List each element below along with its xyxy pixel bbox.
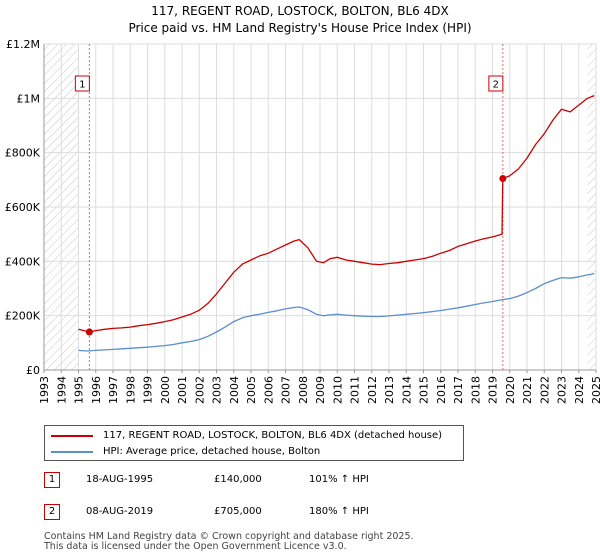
x-tick-label: 2014: [400, 376, 413, 404]
x-tick-label: 2011: [349, 376, 362, 404]
chart-title: 117, REGENT ROAD, LOSTOCK, BOLTON, BL6 4…: [0, 3, 600, 37]
x-tick-label: 2019: [487, 376, 500, 404]
price-chart: 1 2 £0 £200K £400K £600K £800K £1M £1.2M 1993 1994…: [5, 38, 600, 404]
x-tick-label: 2015: [418, 376, 431, 404]
x-tick-label: 1996: [90, 376, 103, 404]
y-tick-label: £1.2M: [6, 38, 40, 51]
x-tick-label: 2022: [538, 376, 551, 404]
x-tick-label: 1993: [38, 376, 51, 404]
x-tick-label: 2016: [435, 376, 448, 404]
sale-label-text: 1: [79, 80, 85, 91]
x-tick-label: 2018: [469, 376, 482, 404]
footer-line-1: Contains HM Land Registry data © Crown c…: [44, 531, 414, 542]
x-tick-label: 2007: [280, 376, 293, 404]
x-tick-label: 2023: [556, 376, 569, 404]
x-tick-label: 2003: [211, 376, 224, 404]
sale-point: [85, 328, 93, 336]
title-line-1: 117, REGENT ROAD, LOSTOCK, BOLTON, BL6 4…: [151, 4, 449, 18]
x-tick-label: 2009: [314, 376, 327, 404]
x-tick-label: 1995: [73, 376, 86, 404]
footer-line-2: This data is licensed under the Open Gov…: [44, 541, 347, 552]
sale-date: 18-AUG-1995: [86, 474, 154, 485]
footer-attribution: Contains HM Land Registry data © Crown c…: [44, 532, 414, 552]
sale-label-box: [488, 75, 504, 92]
x-tick-label: 1994: [55, 376, 68, 404]
x-tick-label: 2001: [176, 376, 189, 404]
title-line-2: Price paid vs. HM Land Registry's House …: [128, 21, 472, 35]
sale-hpi-change: 180% ↑ HPI: [309, 506, 369, 517]
legend-swatch-hpi: [51, 451, 93, 453]
y-tick-label: £600K: [5, 201, 41, 214]
property-price-line: [78, 94, 595, 333]
y-tick-label: £1M: [17, 92, 41, 105]
x-tick-label: 2008: [297, 376, 310, 404]
sale-point: [499, 174, 507, 182]
x-tick-label: 2025: [590, 376, 600, 404]
x-tick-label: 2010: [331, 376, 344, 404]
y-tick-label: £400K: [5, 255, 41, 268]
sale-hpi-change: 101% ↑ HPI: [309, 474, 369, 485]
x-tick-label: 1998: [124, 376, 137, 404]
y-tick-label: £200K: [5, 310, 41, 323]
chart-legend: 117, REGENT ROAD, LOSTOCK, BOLTON, BL6 4…: [44, 425, 464, 461]
x-tick-label: 2017: [452, 376, 465, 404]
x-tick-label: 2005: [245, 376, 258, 404]
x-tick-label: 2006: [262, 376, 275, 404]
x-tick-label: 1997: [107, 376, 120, 404]
x-tick-label: 2013: [383, 376, 396, 404]
x-tick-label: 2021: [521, 376, 534, 404]
sale-number-badge: 2: [44, 504, 60, 520]
sale-row: 2 08-AUG-2019 £705,000 180% ↑ HPI: [44, 504, 464, 522]
sale-date: 08-AUG-2019: [86, 506, 154, 517]
sale-label-text: 2: [493, 80, 499, 91]
x-tick-label: 2000: [159, 376, 172, 404]
sale-price: £140,000: [214, 474, 262, 485]
hpi-line: [78, 272, 595, 352]
sale-label-box: [74, 75, 90, 92]
sale-price: £705,000: [214, 506, 262, 517]
y-tick-label: £0: [26, 364, 40, 377]
x-tick-label: 2004: [228, 376, 241, 404]
x-tick-label: 2002: [193, 376, 206, 404]
legend-swatch-property: [51, 435, 93, 437]
legend-label-hpi: HPI: Average price, detached house, Bolt…: [103, 446, 321, 457]
x-tick-label: 2012: [366, 376, 379, 404]
sale-number-badge: 1: [44, 472, 60, 488]
x-tick-label: 2020: [504, 376, 517, 404]
x-tick-label: 2024: [573, 376, 586, 404]
sale-row: 1 18-AUG-1995 £140,000 101% ↑ HPI: [44, 472, 464, 490]
x-tick-label: 1999: [142, 376, 155, 404]
y-tick-label: £800K: [5, 147, 41, 160]
legend-label-property: 117, REGENT ROAD, LOSTOCK, BOLTON, BL6 4…: [103, 430, 443, 441]
